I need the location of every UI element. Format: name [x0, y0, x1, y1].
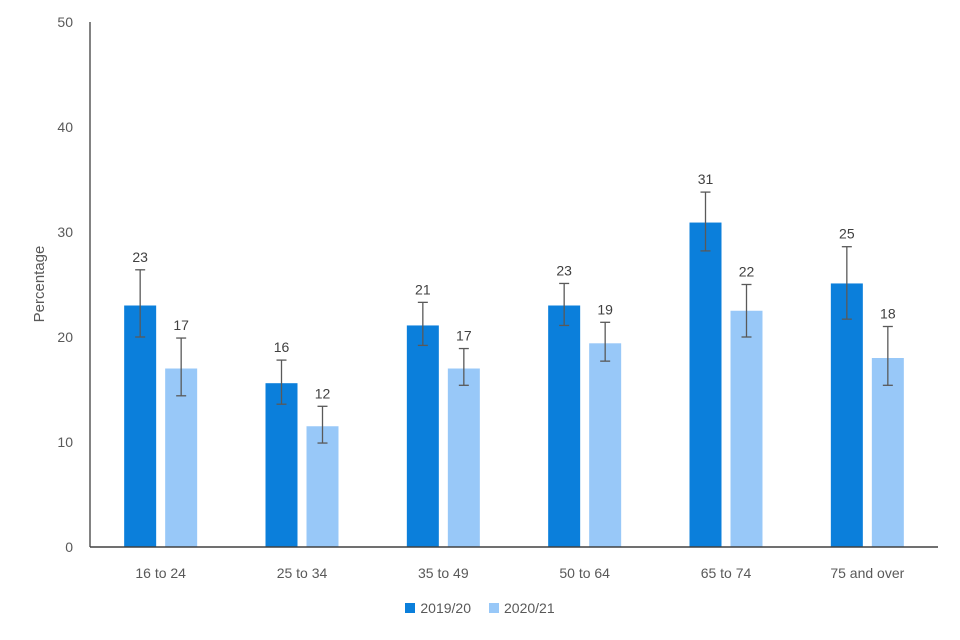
y-tick-label: 50	[57, 14, 73, 30]
data-label: 19	[597, 301, 613, 317]
y-tick-label: 40	[57, 119, 73, 135]
bar-group: 25 18	[830, 226, 904, 547]
data-label: 18	[880, 306, 896, 322]
data-label: 17	[173, 317, 189, 333]
data-label: 23	[132, 249, 148, 265]
data-label: 31	[698, 171, 714, 187]
data-label: 17	[456, 328, 472, 344]
data-label: 25	[839, 226, 855, 242]
x-category-label: 16 to 24	[135, 565, 186, 581]
bar	[265, 383, 298, 547]
bar	[406, 325, 439, 547]
x-axis: 16 to 24 25 to 34 35 to 49 50 to 64 65 to 74…	[90, 546, 938, 581]
x-category-label: 50 to 64	[559, 565, 610, 581]
x-category-label: 25 to 34	[277, 565, 328, 581]
data-label: 16	[274, 339, 290, 355]
bar	[830, 283, 863, 547]
bar-group: 21 17	[406, 281, 480, 547]
bar	[871, 358, 904, 547]
x-category-label: 65 to 74	[701, 565, 752, 581]
bar	[447, 368, 480, 547]
legend: 2019/20 2020/21	[0, 600, 960, 616]
data-label: 22	[739, 264, 755, 280]
y-tick-label: 0	[65, 539, 73, 555]
y-axis-title: Percentage	[31, 246, 48, 323]
legend-label: 2020/21	[504, 600, 555, 616]
bar	[306, 426, 339, 547]
y-axis: 0 10 20 30 40 50	[57, 14, 91, 555]
bar	[589, 343, 622, 547]
bar	[548, 305, 581, 547]
legend-label: 2019/20	[420, 600, 471, 616]
bar-group: 31 22	[689, 171, 763, 548]
bar	[124, 305, 157, 547]
legend-item-2020-21: 2020/21	[489, 600, 555, 616]
y-tick-label: 20	[57, 329, 73, 345]
bar	[165, 368, 198, 547]
bar	[689, 222, 722, 548]
data-label: 12	[315, 385, 331, 401]
y-tick-label: 30	[57, 224, 73, 240]
data-label: 23	[556, 262, 572, 278]
bar	[730, 310, 763, 547]
x-category-label: 75 and over	[830, 565, 904, 581]
legend-swatch-icon	[489, 603, 499, 613]
bar-group: 23 17	[124, 249, 198, 547]
data-label: 21	[415, 281, 431, 297]
y-tick-label: 10	[57, 434, 73, 450]
legend-item-2019-20: 2019/20	[405, 600, 471, 616]
legend-swatch-icon	[405, 603, 416, 613]
x-category-label: 35 to 49	[418, 565, 469, 581]
bar-group: 23 19	[548, 262, 622, 547]
